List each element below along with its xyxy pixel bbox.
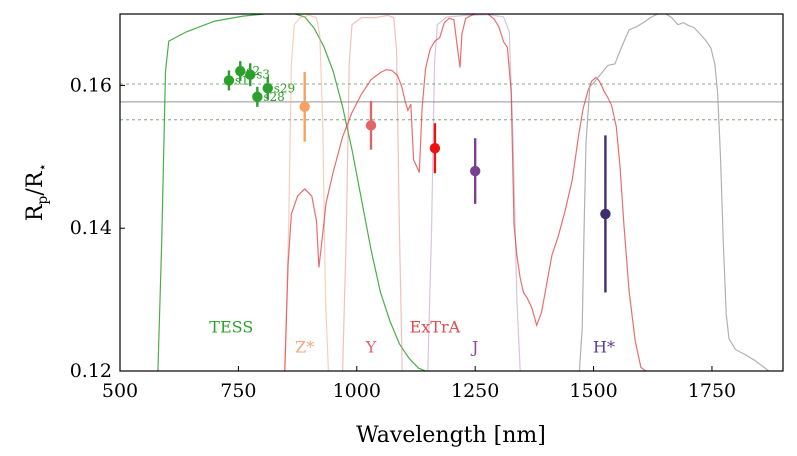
y-axis-title-p-subscript: p — [35, 196, 51, 205]
y-tick-label-2: 0.16 — [70, 74, 112, 96]
data-point-tess-sectors-4 — [262, 83, 273, 94]
band-curve-extra — [284, 14, 647, 371]
data-point-tess-sectors-0 — [223, 75, 235, 86]
x-axis-title: Wavelength [nm] — [356, 423, 546, 448]
y-tick-label-0: 0.12 — [70, 360, 112, 382]
data-point-j-0 — [469, 165, 481, 177]
data-point-h-star-0 — [600, 208, 611, 220]
data-point-z-star-0 — [299, 101, 310, 113]
x-tick-label-1250: 1250 — [451, 380, 499, 402]
y-axis-title-r: R — [23, 203, 48, 221]
filter-bands — [157, 14, 770, 371]
data-point-y-0 — [365, 120, 377, 131]
band-label-extra: ExTrA — [410, 317, 461, 336]
y-axis-title: Rp/R⋆ — [23, 163, 51, 221]
band-curve-y — [342, 14, 403, 371]
data-point-tess-sectors-1 — [235, 65, 246, 77]
band-label-tess: TESS — [209, 317, 253, 336]
point-label-s1: s1 — [235, 73, 249, 87]
band-label-z-star: Z* — [295, 337, 314, 356]
axes: 500 750 1000 1250 1500 1750 0.12 0.14 0.16 — [70, 74, 736, 402]
point-label-s29: s29 — [274, 81, 295, 95]
plot-frame — [119, 13, 784, 372]
band-curve-j — [427, 14, 521, 371]
x-tick-label-1000: 1000 — [333, 380, 381, 402]
y-axis-title-slash-r: /R — [23, 170, 48, 195]
y-tick-label-1: 0.14 — [70, 217, 112, 239]
x-tick-label-500: 500 — [102, 380, 138, 402]
band-label-y: Y — [365, 337, 377, 356]
band-label-h-star: H* — [593, 337, 615, 356]
data-point-tess-sectors-3 — [252, 91, 263, 103]
x-tick-label-750: 750 — [220, 380, 256, 402]
x-tick-label-1500: 1500 — [569, 380, 617, 402]
band-curve-z-star — [284, 14, 329, 371]
band-curve-h-star — [578, 14, 770, 371]
band-label-j: J — [470, 337, 478, 356]
band-curve-tess — [157, 14, 426, 371]
band-labels: TESS Z* Y ExTrA J H* — [209, 317, 615, 356]
data-points: s1s2s3s28s29 — [223, 61, 611, 293]
y-axis-title-star-subscript: ⋆ — [35, 163, 51, 172]
data-point-extra-0 — [429, 143, 441, 154]
data-point-tess-sectors-2 — [245, 69, 256, 80]
x-tick-label-1750: 1750 — [688, 380, 736, 402]
